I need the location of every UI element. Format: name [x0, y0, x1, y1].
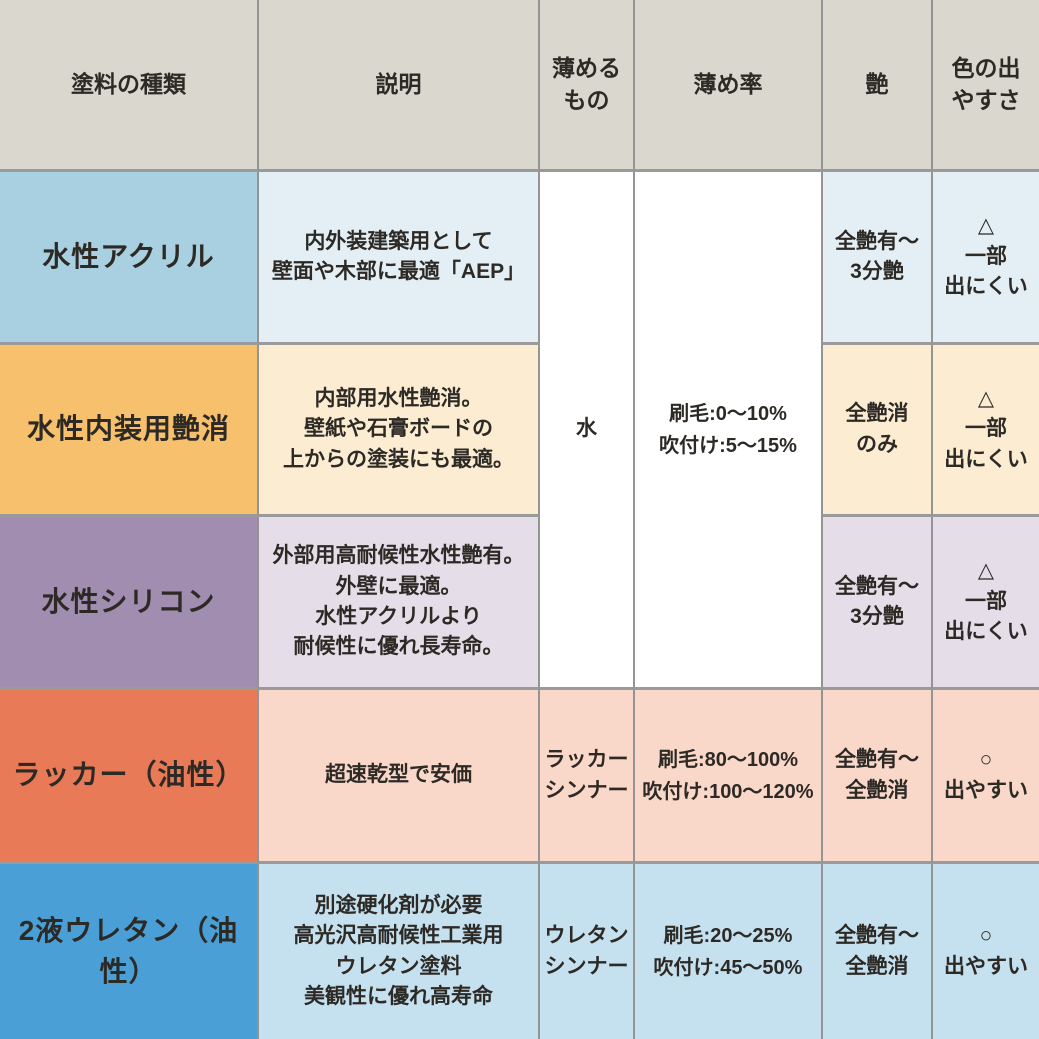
row-urethane-description: 別途硬化剤が必要 高光沢高耐候性工業用 ウレタン塗料 美観性に優れ高寿命	[259, 864, 540, 1039]
header-paint-type: 塗料の種類	[0, 0, 259, 172]
row-lacquer-color-ease: ○ 出やすい	[933, 690, 1039, 864]
row-silicone-description: 外部用高耐候性水性艶有。 外壁に最適。 水性アクリルより 耐候性に優れ長寿命。	[259, 517, 540, 690]
header-gloss: 艶	[823, 0, 933, 172]
row-interior-matte-name: 水性内装用艶消	[0, 345, 259, 517]
row-lacquer-description: 超速乾型で安価	[259, 690, 540, 864]
merged-water-rate-cell: 刷毛:0〜10% 吹付け:5〜15%	[635, 172, 823, 690]
row-lacquer-thinner: ラッカー シンナー	[540, 690, 635, 864]
row-urethane-gloss: 全艶有〜 全艶消	[823, 864, 933, 1039]
row-silicone-name: 水性シリコン	[0, 517, 259, 690]
row-acrylic-color-ease: △ 一部 出にくい	[933, 172, 1039, 345]
row-silicone-gloss: 全艶有〜 3分艶	[823, 517, 933, 690]
row-urethane-name: 2液ウレタン（油性）	[0, 864, 259, 1039]
header-color-ease: 色の出 やすさ	[933, 0, 1039, 172]
header-thinning-rate: 薄め率	[635, 0, 823, 172]
row-lacquer-gloss: 全艶有〜 全艶消	[823, 690, 933, 864]
row-urethane-thinner: ウレタン シンナー	[540, 864, 635, 1039]
row-urethane-rate: 刷毛:20〜25% 吹付け:45〜50%	[635, 864, 823, 1039]
header-description: 説明	[259, 0, 540, 172]
row-interior-matte-color-ease: △ 一部 出にくい	[933, 345, 1039, 517]
row-interior-matte-description: 内部用水性艶消。 壁紙や石膏ボードの 上からの塗装にも最適。	[259, 345, 540, 517]
header-thinner: 薄める もの	[540, 0, 635, 172]
row-acrylic-name: 水性アクリル	[0, 172, 259, 345]
row-interior-matte-gloss: 全艶消 のみ	[823, 345, 933, 517]
row-silicone-color-ease: △ 一部 出にくい	[933, 517, 1039, 690]
row-acrylic-description: 内外装建築用として 壁面や木部に最適「AEP」	[259, 172, 540, 345]
row-urethane-color-ease: ○ 出やすい	[933, 864, 1039, 1039]
row-acrylic-gloss: 全艶有〜 3分艶	[823, 172, 933, 345]
merged-water-thinner-cell: 水	[540, 172, 635, 690]
row-lacquer-name: ラッカー（油性）	[0, 690, 259, 864]
row-lacquer-rate: 刷毛:80〜100% 吹付け:100〜120%	[635, 690, 823, 864]
